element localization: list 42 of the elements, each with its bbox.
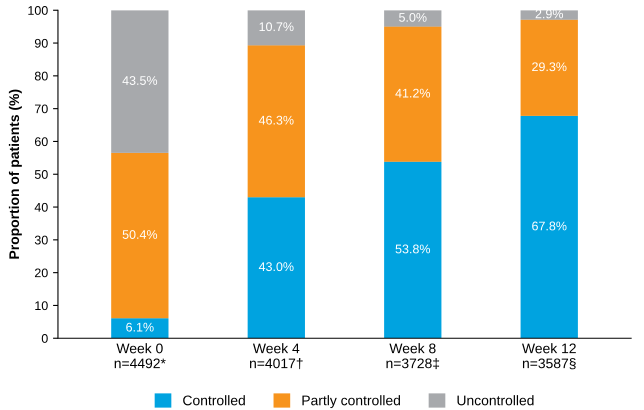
y-tick-label: 80: [34, 72, 48, 80]
bar: [248, 10, 305, 46]
y-tick-label: 40: [34, 202, 48, 212]
bar: [111, 10, 168, 153]
bar: [384, 10, 442, 27]
legend-label: Partly controlled: [302, 395, 400, 408]
y-tick-label: 60: [34, 137, 48, 146]
y-tick-label: 70: [34, 104, 48, 114]
data-label: 6.1%: [126, 322, 154, 332]
y-tick-label: 0: [42, 334, 48, 343]
data-label: 43.0%: [258, 262, 294, 272]
data-label: 50.4%: [122, 230, 158, 239]
y-tick-label: 30: [34, 236, 48, 244]
data-label: 67.8%: [532, 222, 567, 230]
legend-label: Uncontrolled: [458, 395, 534, 406]
y-axis-title: Proportion of patients (%): [8, 90, 22, 259]
data-label: 29.3%: [532, 62, 567, 72]
x-tick-label: Week 8 n=3728‡: [386, 343, 440, 370]
y-tick-label: 10: [35, 301, 48, 310]
bar: [520, 20, 578, 116]
bar: [520, 10, 578, 20]
bar: [384, 26, 442, 162]
y-tick-label: 50: [34, 170, 48, 179]
data-label: 10.7%: [260, 22, 294, 32]
data-label: 43.5%: [122, 76, 158, 85]
data-label: 46.3%: [258, 116, 294, 125]
x-tick-label: Week 4 n=4017†: [250, 343, 303, 370]
bar: [111, 152, 168, 318]
x-tick-label: Week 0 n=4492*: [114, 343, 166, 368]
data-label: 5.0%: [399, 12, 427, 22]
bar: [111, 318, 168, 338]
bar: [384, 162, 442, 338]
bar: [248, 45, 305, 198]
x-tick-label: Week 12 n=3587§: [522, 343, 576, 370]
bar: [248, 197, 305, 338]
bar: [520, 116, 578, 338]
data-label: 53.8%: [396, 244, 430, 254]
y-tick-label: 100: [28, 6, 48, 15]
legend-label: Controlled: [183, 395, 245, 406]
data-label: 41.2%: [395, 88, 430, 98]
y-tick-label: 90: [34, 38, 48, 48]
y-tick-label: 20: [34, 268, 48, 278]
